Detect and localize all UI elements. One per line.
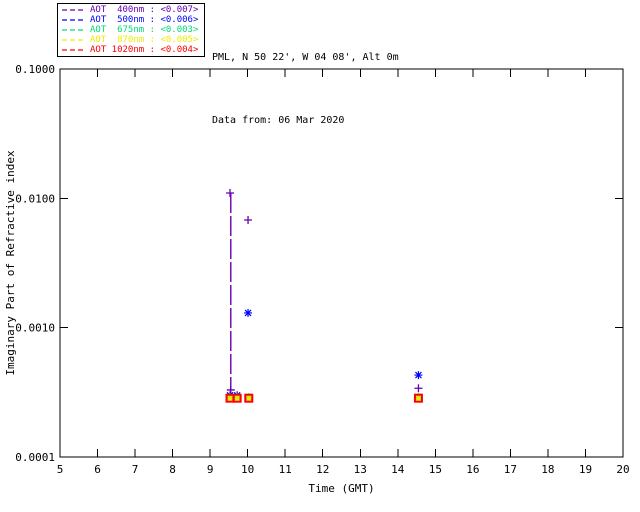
date-info: Data from: 06 Mar 2020: [212, 115, 345, 126]
legend-label: AOT 400nm : <0.007>: [90, 5, 199, 15]
x-tick-label: 12: [316, 463, 329, 476]
legend: AOT 400nm : <0.007> AOT 500nm : <0.006> AO…: [57, 3, 205, 57]
x-tick-label: 8: [169, 463, 176, 476]
legend-entry: AOT 500nm : <0.006>: [62, 15, 204, 25]
x-tick-label: 10: [241, 463, 254, 476]
plus-marker: [244, 215, 253, 224]
x-tick-label: 9: [207, 463, 214, 476]
x-tick-label: 6: [94, 463, 101, 476]
x-tick-label: 5: [57, 463, 64, 476]
square-marker: [244, 393, 254, 403]
y-tick-label: 0.1000: [15, 63, 55, 76]
y-tick-label: 0.0010: [15, 322, 55, 335]
plot-frame: [59, 68, 624, 458]
station-info: PML, N 50 22', W 04 08', Alt 0m: [212, 52, 399, 63]
legend-label: AOT 870nm : <0.005>: [90, 35, 199, 45]
legend-entry: AOT 1020nm : <0.004>: [62, 45, 204, 55]
plus-marker: [226, 385, 235, 394]
y-axis-title: Imaginary Part of Refractive index: [4, 150, 17, 376]
legend-entry: AOT 675nm : <0.003>: [62, 25, 204, 35]
asterisk-marker: [244, 308, 253, 317]
legend-dash-icon: [62, 39, 86, 41]
legend-entry: AOT 870nm : <0.005>: [62, 35, 204, 45]
legend-dash-icon: [62, 19, 86, 21]
x-tick-label: 20: [616, 463, 629, 476]
x-tick-label: 7: [132, 463, 139, 476]
x-axis-title: Time (GMT): [308, 482, 374, 495]
x-tick-label: 19: [579, 463, 592, 476]
asterisk-marker: [244, 394, 253, 403]
plus-marker: [414, 384, 423, 393]
y-tick-label: 0.0100: [15, 192, 55, 205]
asterisk-marker: [233, 394, 242, 403]
legend-label: AOT 500nm : <0.006>: [90, 15, 199, 25]
legend-label: AOT 1020nm : <0.004>: [90, 45, 199, 55]
y-tick-label: 0.0001: [15, 451, 55, 464]
x-tick-label: 16: [466, 463, 479, 476]
asterisk-marker: [414, 394, 423, 403]
square-marker: [413, 393, 423, 403]
x-tick-label: 11: [279, 463, 292, 476]
x-tick-label: 18: [541, 463, 554, 476]
x-tick-label: 15: [429, 463, 442, 476]
asterisk-marker: [414, 371, 423, 380]
legend-dash-icon: [62, 29, 86, 31]
x-tick-label: 14: [391, 463, 405, 476]
x-tick-label: 17: [504, 463, 517, 476]
x-tick-label: 13: [354, 463, 367, 476]
legend-dash-icon: [62, 49, 86, 51]
legend-dash-icon: [62, 9, 86, 11]
asterisk-marker: [226, 394, 235, 403]
square-marker: [232, 393, 242, 403]
plot-header: PML, N 50 22', W 04 08', Alt 0m Data fro…: [212, 5, 399, 173]
legend-label: AOT 675nm : <0.003>: [90, 25, 199, 35]
plus-marker: [226, 188, 235, 197]
legend-entry: AOT 400nm : <0.007>: [62, 5, 204, 15]
